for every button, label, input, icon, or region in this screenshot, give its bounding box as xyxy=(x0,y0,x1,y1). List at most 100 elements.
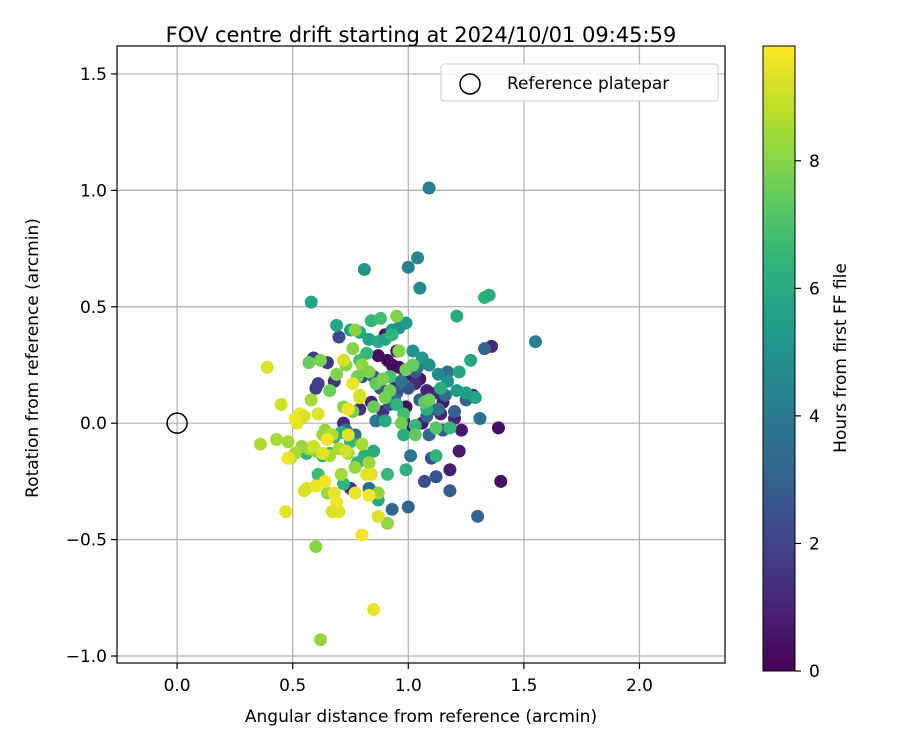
data-point xyxy=(320,432,334,446)
data-point xyxy=(478,342,492,356)
data-point xyxy=(380,516,394,530)
data-point xyxy=(392,344,406,358)
data-point xyxy=(341,402,355,416)
data-point xyxy=(348,323,362,337)
reference-platepar-marker xyxy=(166,412,188,434)
y-tick-label: 1.5 xyxy=(80,65,107,85)
data-point xyxy=(341,428,355,442)
data-point xyxy=(434,381,448,395)
data-point xyxy=(362,488,376,502)
y-tick-label: 1.0 xyxy=(80,181,107,201)
data-point xyxy=(452,444,466,458)
data-point xyxy=(429,470,443,484)
data-point xyxy=(431,402,445,416)
data-point xyxy=(429,449,443,463)
colorbar-ticks: 0 2 4 6 8 xyxy=(795,152,820,682)
data-point xyxy=(378,414,392,428)
chart-title: FOV centre drift starting at 2024/10/01 … xyxy=(166,23,677,47)
data-point xyxy=(454,423,468,437)
data-point xyxy=(401,500,415,514)
x-tick-label: 1.5 xyxy=(510,676,537,696)
data-point xyxy=(443,421,457,435)
data-point xyxy=(408,419,422,433)
data-point xyxy=(406,358,420,372)
data-point xyxy=(339,444,353,458)
data-point xyxy=(369,414,383,428)
y-tick-label: −0.5 xyxy=(66,531,107,551)
data-point xyxy=(464,353,478,367)
data-point xyxy=(371,509,385,523)
data-point xyxy=(313,633,327,647)
y-axis-label: Rotation from reference (arcmin) xyxy=(23,218,43,498)
data-point xyxy=(334,467,348,481)
data-point xyxy=(332,330,346,344)
data-point xyxy=(422,181,436,195)
data-point xyxy=(260,360,274,374)
colorbar-tick-label: 6 xyxy=(809,279,820,299)
data-point xyxy=(450,309,464,323)
legend-marker-open-circle xyxy=(459,73,481,95)
data-point xyxy=(318,474,332,488)
data-point xyxy=(408,428,422,442)
data-point xyxy=(468,391,482,405)
x-axis-ticks: 0.0 0.5 1.0 1.5 2.0 xyxy=(164,663,653,696)
data-point xyxy=(337,353,351,367)
data-point xyxy=(346,342,360,356)
data-point xyxy=(404,449,418,463)
data-point xyxy=(380,467,394,481)
data-point xyxy=(330,318,344,332)
data-point xyxy=(443,484,457,498)
data-point xyxy=(311,407,325,421)
data-point xyxy=(422,358,436,372)
colorbar-tick-label: 8 xyxy=(809,152,820,172)
y-axis-ticks: −1.0 −0.5 0.0 0.5 1.0 1.5 xyxy=(66,65,117,667)
data-point xyxy=(448,405,462,419)
data-point xyxy=(362,456,376,470)
x-tick-label: 0.5 xyxy=(279,676,306,696)
data-point xyxy=(399,463,413,477)
data-point xyxy=(443,463,457,477)
data-point xyxy=(316,446,330,460)
data-point xyxy=(367,602,381,616)
data-point xyxy=(355,528,369,542)
legend-label: Reference platepar xyxy=(507,74,669,94)
colorbar-frame xyxy=(762,45,796,672)
plot-frame xyxy=(116,45,726,664)
data-point xyxy=(390,309,404,323)
data-point xyxy=(390,398,404,412)
data-point xyxy=(362,365,376,379)
data-point xyxy=(399,316,413,330)
data-point xyxy=(411,251,425,265)
x-tick-label: 0.0 xyxy=(164,676,191,696)
data-point xyxy=(253,437,267,451)
data-point xyxy=(374,311,388,325)
data-point xyxy=(348,460,362,474)
colorbar-gradient xyxy=(763,46,795,671)
data-point xyxy=(313,353,327,367)
colorbar-tick-label: 4 xyxy=(809,407,820,427)
data-point xyxy=(307,439,321,453)
data-point xyxy=(330,367,344,381)
data-points xyxy=(253,181,542,647)
data-point xyxy=(304,393,318,407)
data-point xyxy=(355,437,369,451)
data-point xyxy=(491,421,505,435)
data-point xyxy=(452,365,466,379)
data-point xyxy=(302,356,316,370)
data-point xyxy=(348,486,362,500)
data-point xyxy=(394,374,408,388)
data-point xyxy=(401,260,415,274)
data-point xyxy=(422,393,436,407)
data-point xyxy=(325,505,339,519)
data-point xyxy=(406,344,420,358)
x-tick-label: 2.0 xyxy=(626,676,653,696)
y-tick-label: 0.0 xyxy=(80,414,107,434)
colorbar-label: Hours from first FF file xyxy=(831,263,851,453)
data-point xyxy=(364,467,378,481)
data-point xyxy=(353,388,367,402)
data-point xyxy=(346,377,360,391)
data-point xyxy=(357,263,371,277)
y-tick-label: −1.0 xyxy=(66,647,107,667)
data-point xyxy=(413,281,427,295)
